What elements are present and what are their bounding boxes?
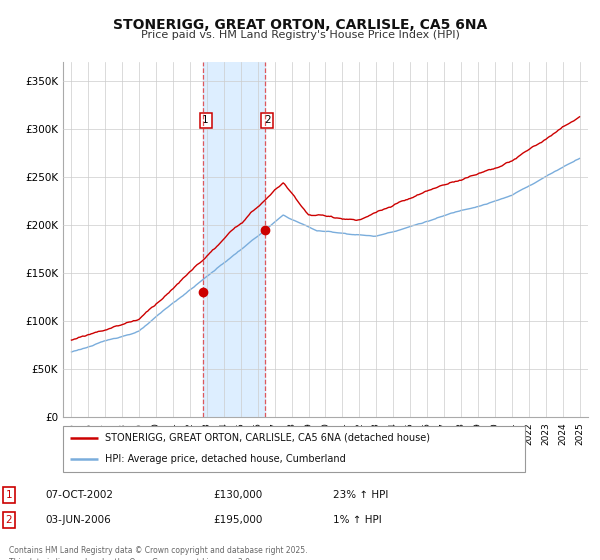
Text: 1% ↑ HPI: 1% ↑ HPI — [333, 515, 382, 525]
Text: £195,000: £195,000 — [213, 515, 262, 525]
Text: 1: 1 — [202, 115, 209, 125]
Bar — [203, 62, 265, 417]
Text: HPI: Average price, detached house, Cumberland: HPI: Average price, detached house, Cumb… — [104, 454, 346, 464]
FancyBboxPatch shape — [63, 426, 525, 472]
Text: 03-JUN-2006: 03-JUN-2006 — [45, 515, 111, 525]
Text: 2: 2 — [264, 115, 271, 125]
Text: 07-OCT-2002: 07-OCT-2002 — [45, 490, 113, 500]
Text: 2: 2 — [5, 515, 13, 525]
Text: STONERIGG, GREAT ORTON, CARLISLE, CA5 6NA (detached house): STONERIGG, GREAT ORTON, CARLISLE, CA5 6N… — [104, 433, 430, 443]
Text: £130,000: £130,000 — [213, 490, 262, 500]
Text: Contains HM Land Registry data © Crown copyright and database right 2025.
This d: Contains HM Land Registry data © Crown c… — [9, 546, 308, 560]
Text: STONERIGG, GREAT ORTON, CARLISLE, CA5 6NA: STONERIGG, GREAT ORTON, CARLISLE, CA5 6N… — [113, 18, 487, 32]
Text: 23% ↑ HPI: 23% ↑ HPI — [333, 490, 388, 500]
Text: Price paid vs. HM Land Registry's House Price Index (HPI): Price paid vs. HM Land Registry's House … — [140, 30, 460, 40]
Text: 1: 1 — [5, 490, 13, 500]
